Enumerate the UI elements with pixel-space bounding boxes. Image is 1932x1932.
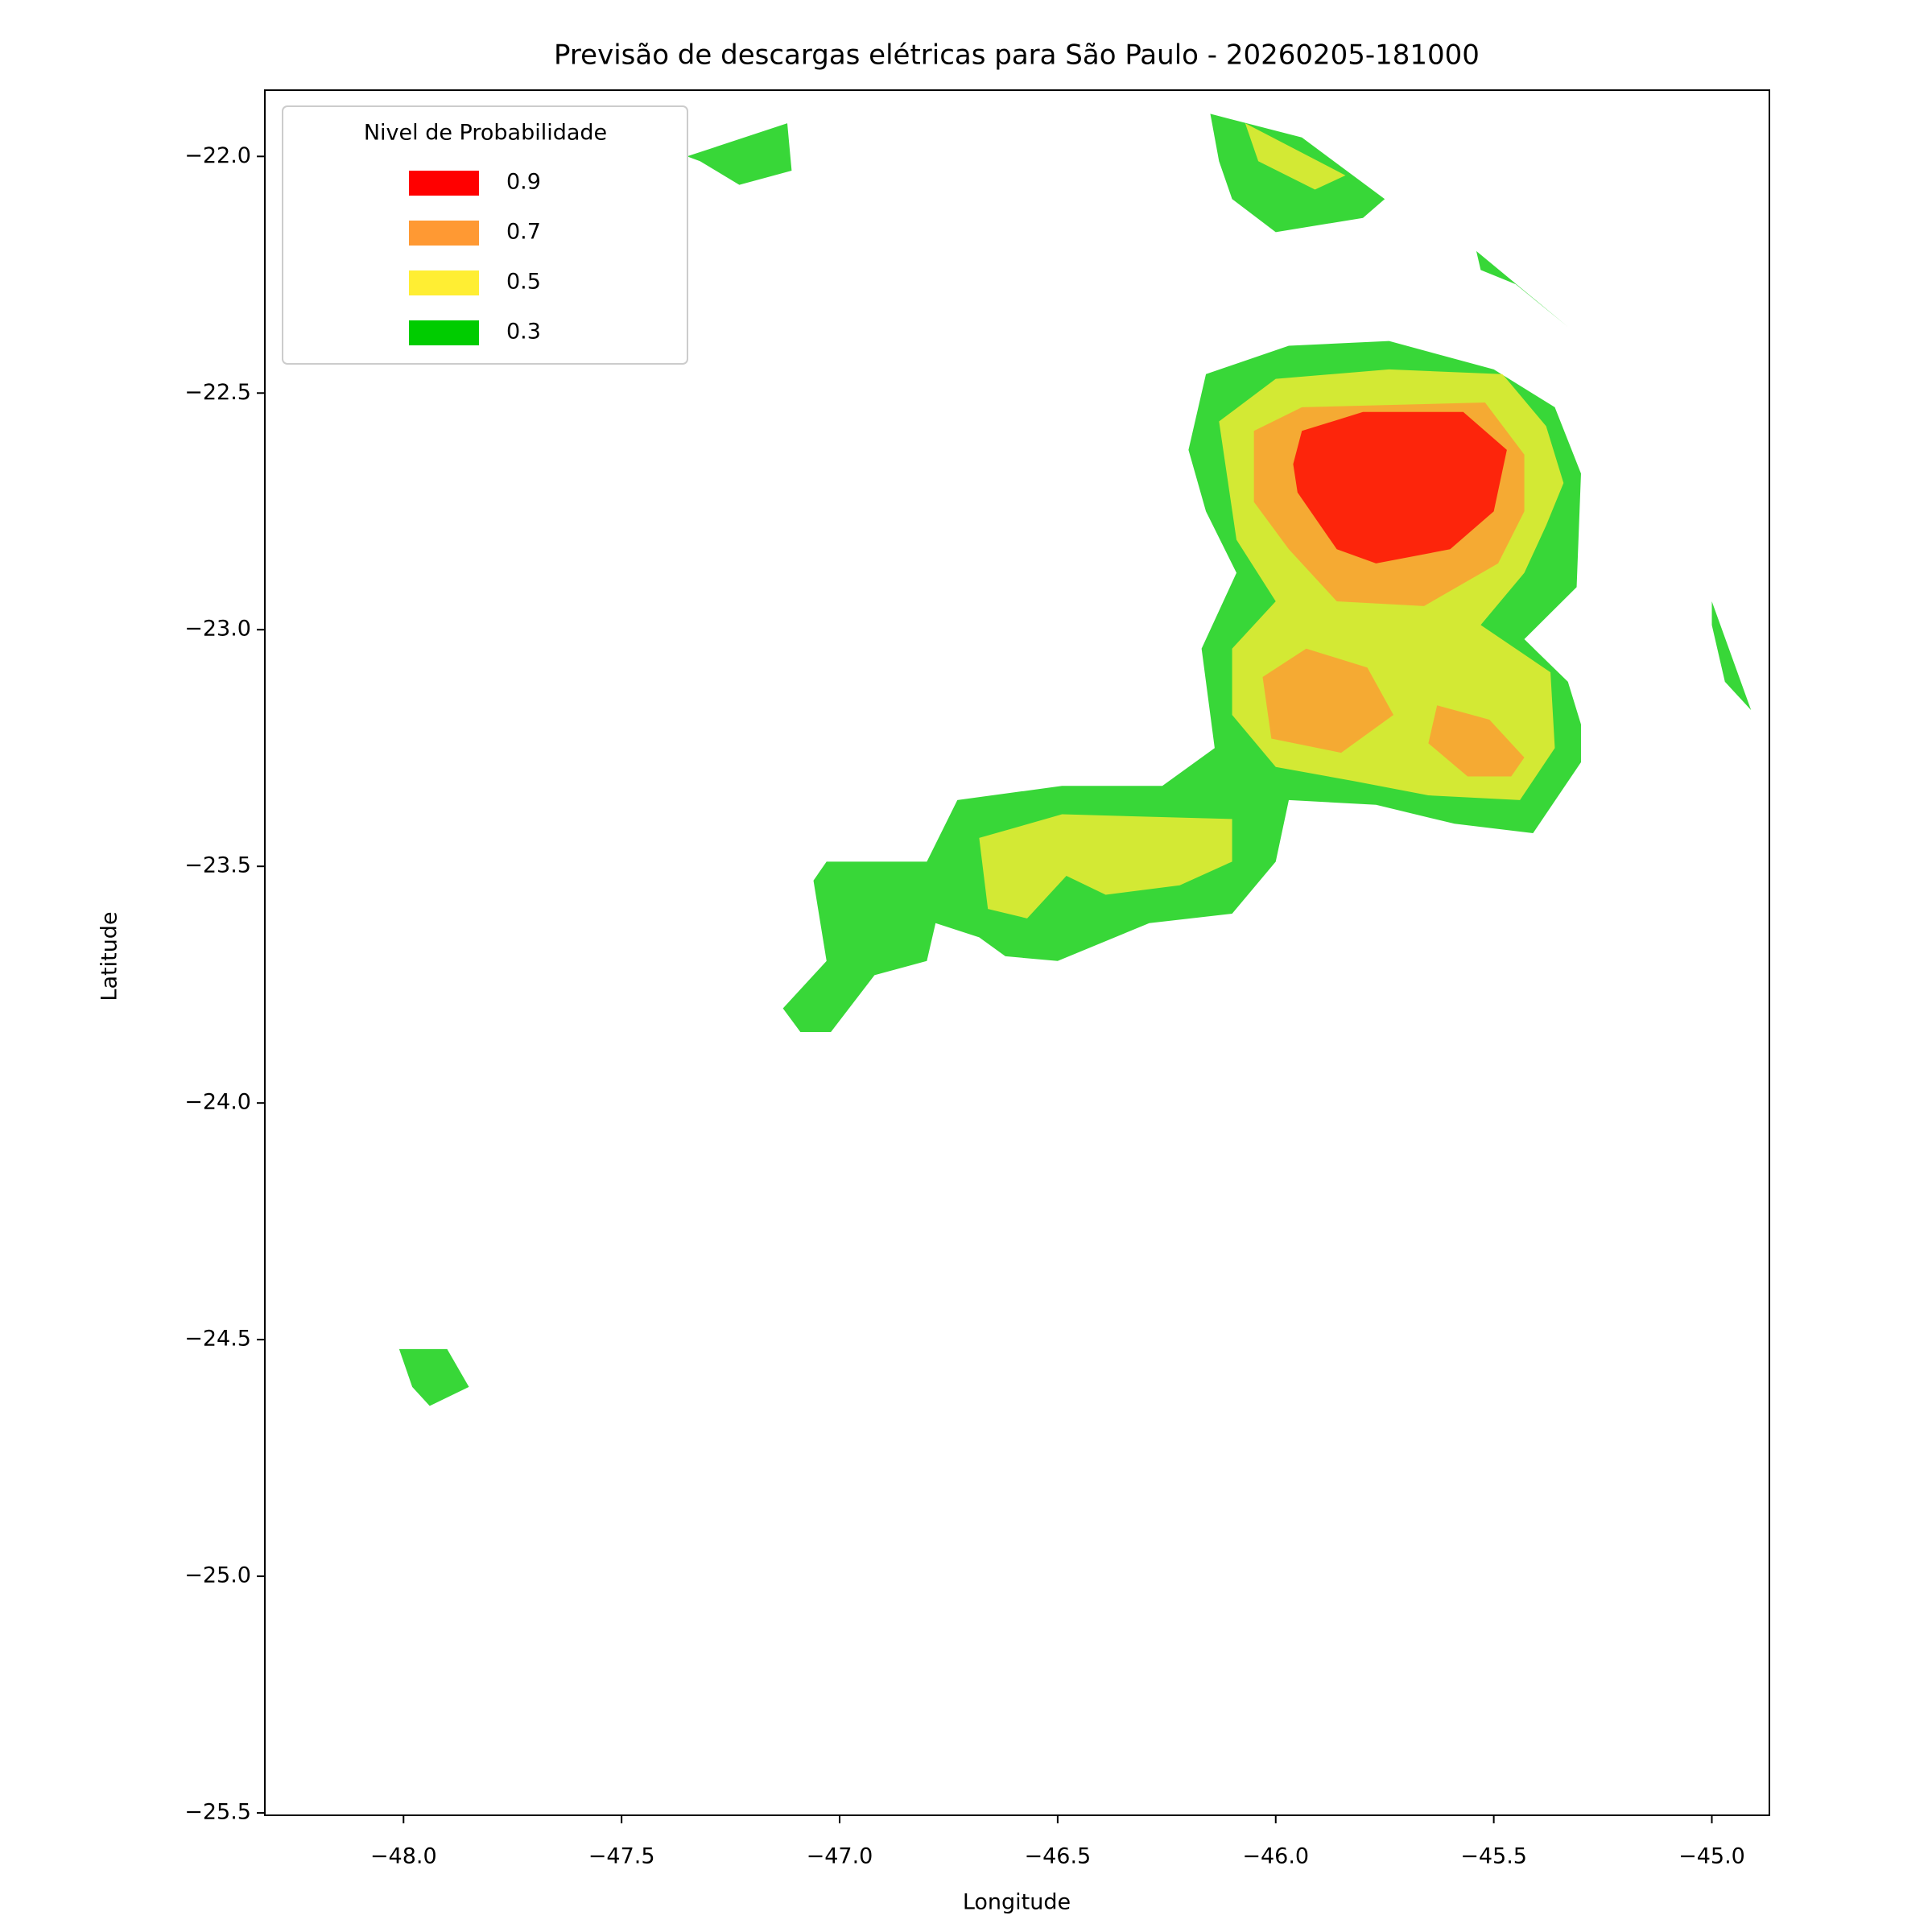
y-tick-label: −25.0 bbox=[184, 1563, 251, 1588]
contour-region bbox=[398, 1348, 469, 1406]
chart-title: Previsão de descargas elétricas para São… bbox=[554, 39, 1480, 72]
x-tick-label: −45.5 bbox=[1460, 1844, 1527, 1869]
legend: Nivel de Probabilidade 0.9 0.7 0.5 0.3 bbox=[282, 105, 688, 365]
legend-title: Nivel de Probabilidade bbox=[364, 121, 607, 146]
x-tick-label: −47.0 bbox=[807, 1844, 873, 1869]
contour-region bbox=[1476, 250, 1568, 327]
axes-frame bbox=[264, 89, 1770, 1816]
y-tick-label: −24.5 bbox=[184, 1327, 251, 1352]
y-tick-label: −23.0 bbox=[184, 617, 251, 642]
y-axis-label: Latitude bbox=[97, 911, 122, 1001]
x-tick-label: −46.0 bbox=[1242, 1844, 1309, 1869]
contour-region bbox=[687, 123, 792, 185]
y-tick-label: −22.5 bbox=[184, 380, 251, 405]
plot-area bbox=[398, 114, 1752, 1406]
x-axis-label: Longitude bbox=[963, 1890, 1071, 1915]
legend-swatch bbox=[409, 320, 479, 345]
contour-region bbox=[979, 814, 1232, 919]
legend-label: 0.3 bbox=[506, 320, 541, 345]
x-tick-label: −48.0 bbox=[370, 1844, 437, 1869]
legend-swatch bbox=[409, 171, 479, 196]
y-tick-label: −23.5 bbox=[184, 853, 251, 878]
contour-region bbox=[1428, 705, 1525, 777]
legend-label: 0.7 bbox=[506, 220, 541, 245]
x-tick-label: −47.5 bbox=[588, 1844, 655, 1869]
legend-label: 0.9 bbox=[506, 170, 541, 195]
contour-region bbox=[1711, 601, 1752, 711]
contour-region bbox=[1245, 123, 1346, 190]
legend-swatch bbox=[409, 270, 479, 295]
legend-box bbox=[282, 105, 688, 365]
contour-region bbox=[1293, 411, 1507, 564]
legend-label: 0.5 bbox=[506, 270, 541, 295]
legend-swatch bbox=[409, 221, 479, 246]
x-tick-label: −45.0 bbox=[1678, 1844, 1745, 1869]
y-tick-label: −24.0 bbox=[184, 1090, 251, 1115]
y-tick-label: −25.5 bbox=[184, 1800, 251, 1825]
y-tick-label: −22.0 bbox=[184, 143, 251, 168]
x-tick-label: −46.5 bbox=[1025, 1844, 1092, 1869]
contour-region bbox=[1262, 648, 1394, 753]
